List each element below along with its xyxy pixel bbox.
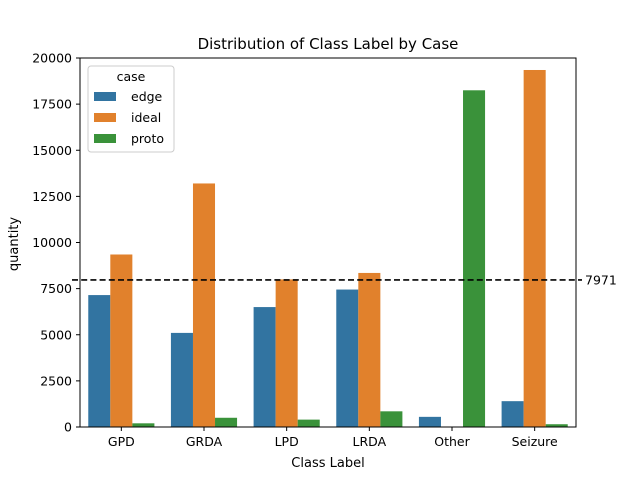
bar-edge-lpd <box>253 307 276 427</box>
reference-line-group: 7971 <box>72 272 617 287</box>
legend-title: case <box>117 69 146 84</box>
y-tick-label: 2500 <box>40 373 72 388</box>
bar-proto-grda <box>215 417 238 427</box>
legend: case edge ideal proto <box>87 65 175 153</box>
legend-swatch-edge <box>94 92 116 101</box>
legend-label-ideal: ideal <box>131 110 161 125</box>
x-tick-label: Other <box>434 434 470 449</box>
bar-proto-seizure <box>545 424 568 427</box>
y-tick-label: 7500 <box>40 281 72 296</box>
bar-ideal-grda <box>192 183 216 427</box>
legend-swatch-proto <box>94 134 116 143</box>
legend-swatch-ideal <box>94 113 116 122</box>
y-axis-label: quantity <box>7 217 22 272</box>
bar-edge-other <box>418 416 441 427</box>
legend-box <box>87 65 175 153</box>
x-tick-label: GPD <box>108 434 135 449</box>
bar-proto-gpd <box>132 423 155 427</box>
legend-label-edge: edge <box>131 89 163 104</box>
bar-proto-lrda <box>380 411 403 427</box>
reference-line-label: 7971 <box>585 272 617 287</box>
bar-ideal-lrda <box>358 272 381 427</box>
bar-proto-other <box>463 90 486 427</box>
x-tick-label: GRDA <box>186 434 223 449</box>
x-tick-label: LPD <box>275 434 299 449</box>
bar-edge-gpd <box>88 295 111 427</box>
y-tick-label: 17500 <box>32 97 72 112</box>
y-tick-label: 10000 <box>32 235 72 250</box>
bar-proto-lpd <box>297 419 320 427</box>
x-tick-label: LRDA <box>353 434 387 449</box>
bar-ideal-seizure <box>523 69 546 428</box>
plot-frame <box>79 57 577 428</box>
y-tick-label: 20000 <box>32 51 72 66</box>
chart-title: Distribution of Class Label by Case <box>198 35 459 53</box>
bars-group <box>88 69 568 428</box>
y-tick-label: 5000 <box>40 327 72 342</box>
y-tick-label: 15000 <box>32 143 72 158</box>
y-tick-label: 0 <box>64 420 72 435</box>
bar-ideal-gpd <box>110 254 133 427</box>
axes-frame <box>79 57 577 428</box>
bar-edge-grda <box>170 332 193 427</box>
legend-label-proto: proto <box>131 131 164 146</box>
y-tick-label: 12500 <box>32 189 72 204</box>
ticks-group: GPD GRDA LPD LRDA Other Seizure 0 2500 5000 7500 1… <box>32 51 558 450</box>
x-axis-label: Class Label <box>291 456 364 471</box>
x-tick-label: Seizure <box>512 434 558 449</box>
bar-ideal-lpd <box>275 279 298 427</box>
bar-edge-lrda <box>336 289 359 427</box>
bar-edge-seizure <box>501 401 524 427</box>
